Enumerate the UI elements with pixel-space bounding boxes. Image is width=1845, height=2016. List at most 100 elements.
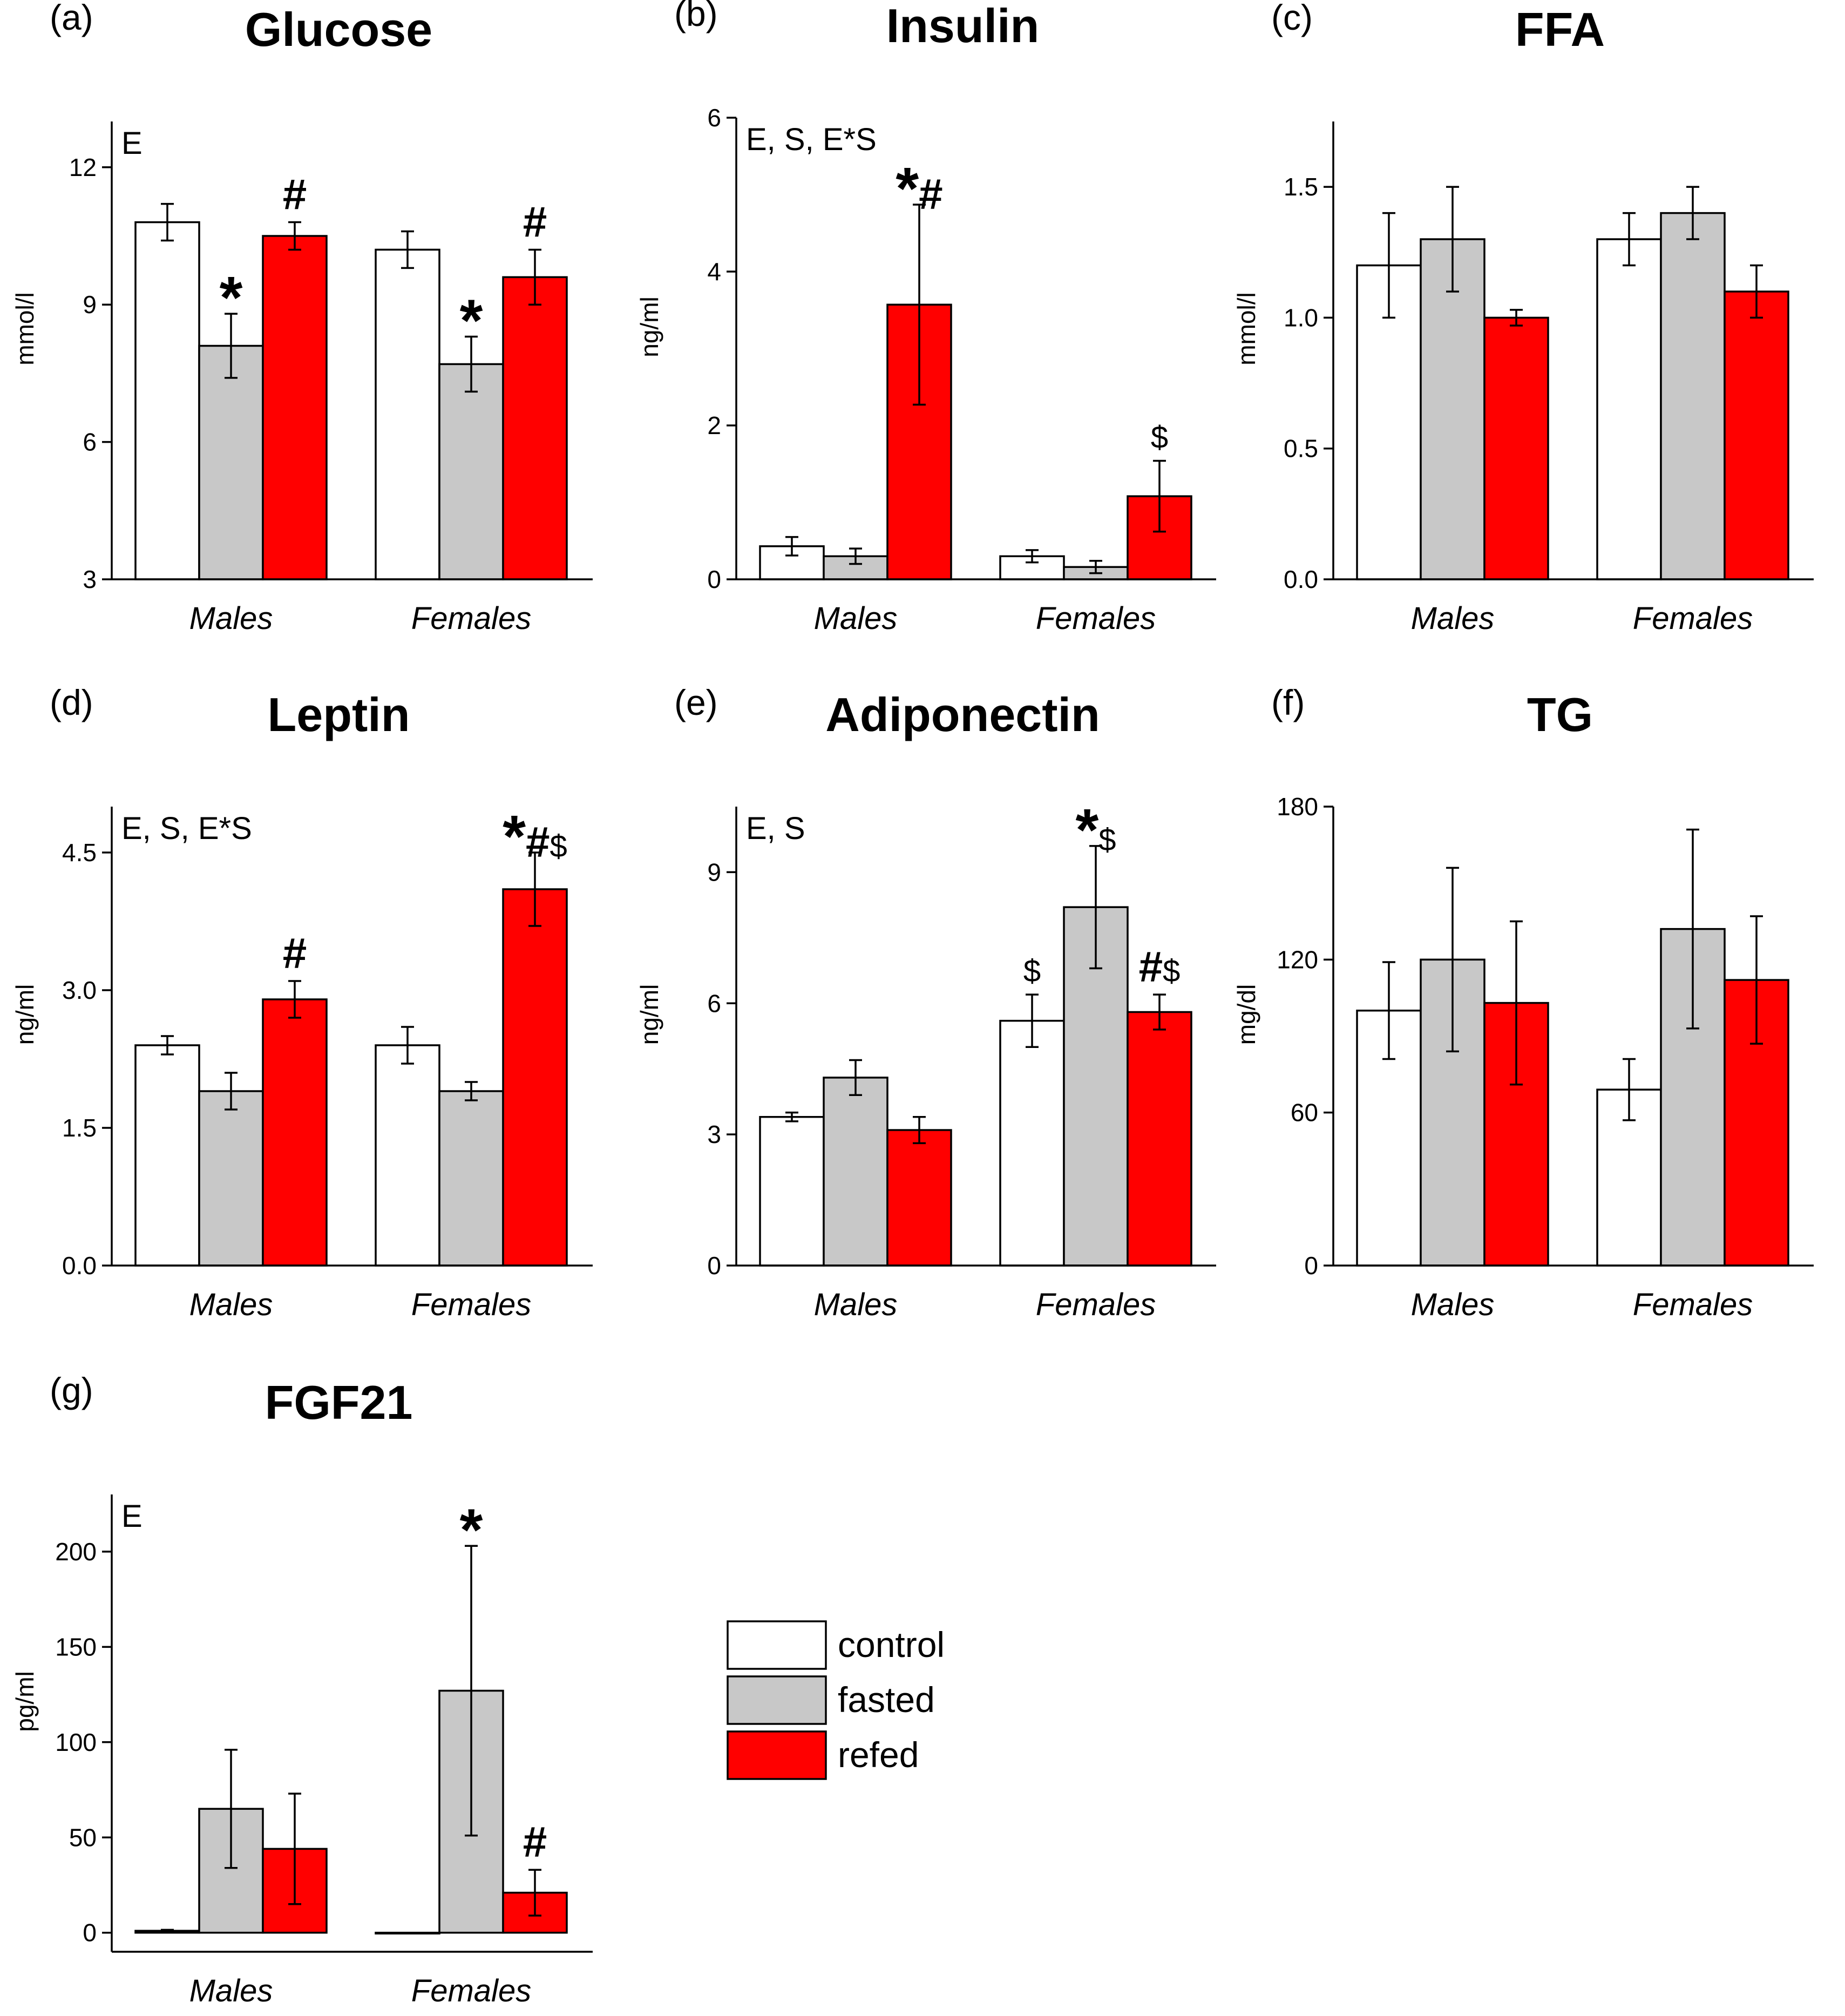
y-tick-label: 2 <box>707 411 721 439</box>
y-tick-label: 0.0 <box>1284 565 1318 593</box>
significance-symbol: # <box>283 171 307 219</box>
significance-marker: # <box>283 171 307 219</box>
y-tick-label: 1.0 <box>1284 303 1318 332</box>
legend-label-fasted: fasted <box>838 1680 935 1720</box>
stats-label: E <box>121 126 143 161</box>
chart-title: FFA <box>1515 3 1605 56</box>
error-bar-fasted-females <box>1686 828 1699 1030</box>
y-tick-label: 6 <box>83 428 97 456</box>
error-bar-refed-males <box>1510 920 1523 1086</box>
error-bar-fasted-males <box>225 313 238 379</box>
error-bar-refed-females <box>1153 459 1166 533</box>
y-tick-label: 3.0 <box>62 976 97 1004</box>
error-bar-fasted-males <box>849 1059 862 1097</box>
error-bar-control-males <box>1382 961 1395 1060</box>
y-axis-label: ng/ml <box>635 984 663 1045</box>
significance-marker: $ <box>1151 420 1168 455</box>
error-bar-control-females <box>1623 212 1636 267</box>
significance-symbol: * <box>460 1497 483 1563</box>
chart-title: Glucose <box>245 3 432 56</box>
category-label-females: Females <box>1036 601 1156 636</box>
y-tick-label: 120 <box>1277 945 1318 973</box>
significance-symbol: * <box>460 288 483 354</box>
legend-swatch-control <box>727 1620 827 1670</box>
stats-label: E, S <box>746 811 805 846</box>
bar-refed-females <box>502 276 568 580</box>
error-bar-refed-females <box>1750 264 1763 319</box>
significance-marker: *# <box>896 155 942 222</box>
error-bar-fasted-males <box>225 1749 238 1869</box>
y-tick-label: 4 <box>707 258 721 286</box>
significance-marker: # <box>523 198 547 246</box>
error-bar-refed-females <box>528 1869 541 1917</box>
axes <box>727 807 1216 1267</box>
y-tick-label: 0 <box>83 1919 97 1947</box>
significance-marker: * <box>460 288 483 354</box>
significance-symbol: $ <box>1163 953 1180 989</box>
category-label-females: Females <box>1633 601 1753 636</box>
legend-swatch-fasted <box>727 1675 827 1725</box>
y-tick-label: 100 <box>55 1728 97 1756</box>
category-label-females: Females <box>1633 1287 1753 1322</box>
chart-title: TG <box>1527 688 1593 741</box>
y-axis-label: ng/ml <box>11 984 39 1045</box>
error-bar-refed-males <box>1510 309 1523 327</box>
y-tick-label: 12 <box>69 153 97 181</box>
error-bar-fasted-females <box>465 1081 478 1101</box>
significance-marker: *#$ <box>503 803 567 870</box>
bar-control-males <box>134 1044 200 1267</box>
bar-fasted-males <box>823 1077 888 1267</box>
error-bar-refed-females <box>528 851 541 927</box>
stats-label: E, S, E*S <box>746 122 877 157</box>
error-bar-control-females <box>1026 993 1039 1048</box>
chart-panel-tg: Males Females 0 60 120 180 mg/dl (f) TG <box>1232 682 1814 1322</box>
y-tick-label: 9 <box>83 290 97 319</box>
axes <box>1324 121 1814 580</box>
y-tick-label: 180 <box>1277 793 1318 821</box>
error-bar-refed-females <box>1750 915 1763 1045</box>
error-bar-control-males <box>161 202 174 242</box>
significance-marker: * <box>220 265 243 331</box>
bar-refed-males <box>262 235 328 580</box>
significance-symbol: * <box>503 803 526 870</box>
error-bar-control-females <box>1026 549 1039 564</box>
y-tick-label: 1.5 <box>62 1114 97 1142</box>
y-axis-label: mmol/l <box>1232 292 1260 365</box>
significance-symbol: # <box>919 170 943 218</box>
bar-fasted-females <box>438 1090 504 1267</box>
category-label-males: Males <box>189 601 273 636</box>
bar-control-males <box>759 1116 825 1267</box>
category-label-females: Females <box>411 1973 531 2008</box>
significance-marker: * <box>460 1497 483 1563</box>
y-tick-label: 0 <box>1304 1251 1318 1280</box>
bar-refed-males <box>1483 316 1549 580</box>
axes <box>727 117 1216 580</box>
bar-fasted-males <box>198 1090 264 1267</box>
error-bar-fasted-males <box>1446 186 1459 293</box>
error-bar-fasted-females <box>1686 186 1699 240</box>
y-axis-label: pg/ml <box>11 1671 39 1731</box>
significance-symbol: $ <box>1098 822 1116 857</box>
bar-fasted-females <box>438 363 504 580</box>
chart-panel-insulin: Males Females *# $0 2 4 6 ng/ml E, S, E*S (b) Insu… <box>635 0 1216 636</box>
chart-title: FGF21 <box>265 1376 413 1429</box>
legend-label-refed: refed <box>838 1735 919 1775</box>
bar-refed-females <box>1724 290 1789 580</box>
legend: control fasted refed <box>727 1620 945 1780</box>
bar-refed-females <box>502 888 568 1267</box>
error-bar-fasted-males <box>225 1072 238 1111</box>
bar-control-males <box>134 221 200 580</box>
error-bar-control-females <box>401 230 414 269</box>
category-label-males: Males <box>1411 601 1495 636</box>
y-tick-label: 6 <box>707 104 721 132</box>
y-tick-label: 0 <box>707 565 721 593</box>
bar-fasted-males <box>198 344 264 580</box>
axes <box>1324 806 1814 1267</box>
chart-panel-ffa: Males Females 0.0 0.5 1.0 1.5 mmol/l (c) FFA <box>1232 0 1814 636</box>
significance-symbol: # <box>523 1818 547 1866</box>
category-label-males: Males <box>189 1287 273 1322</box>
category-label-females: Females <box>1036 1287 1156 1322</box>
y-axis-label: ng/ml <box>635 296 663 357</box>
error-bar-fasted-females <box>465 1545 478 1837</box>
category-label-females: Females <box>411 1287 531 1322</box>
